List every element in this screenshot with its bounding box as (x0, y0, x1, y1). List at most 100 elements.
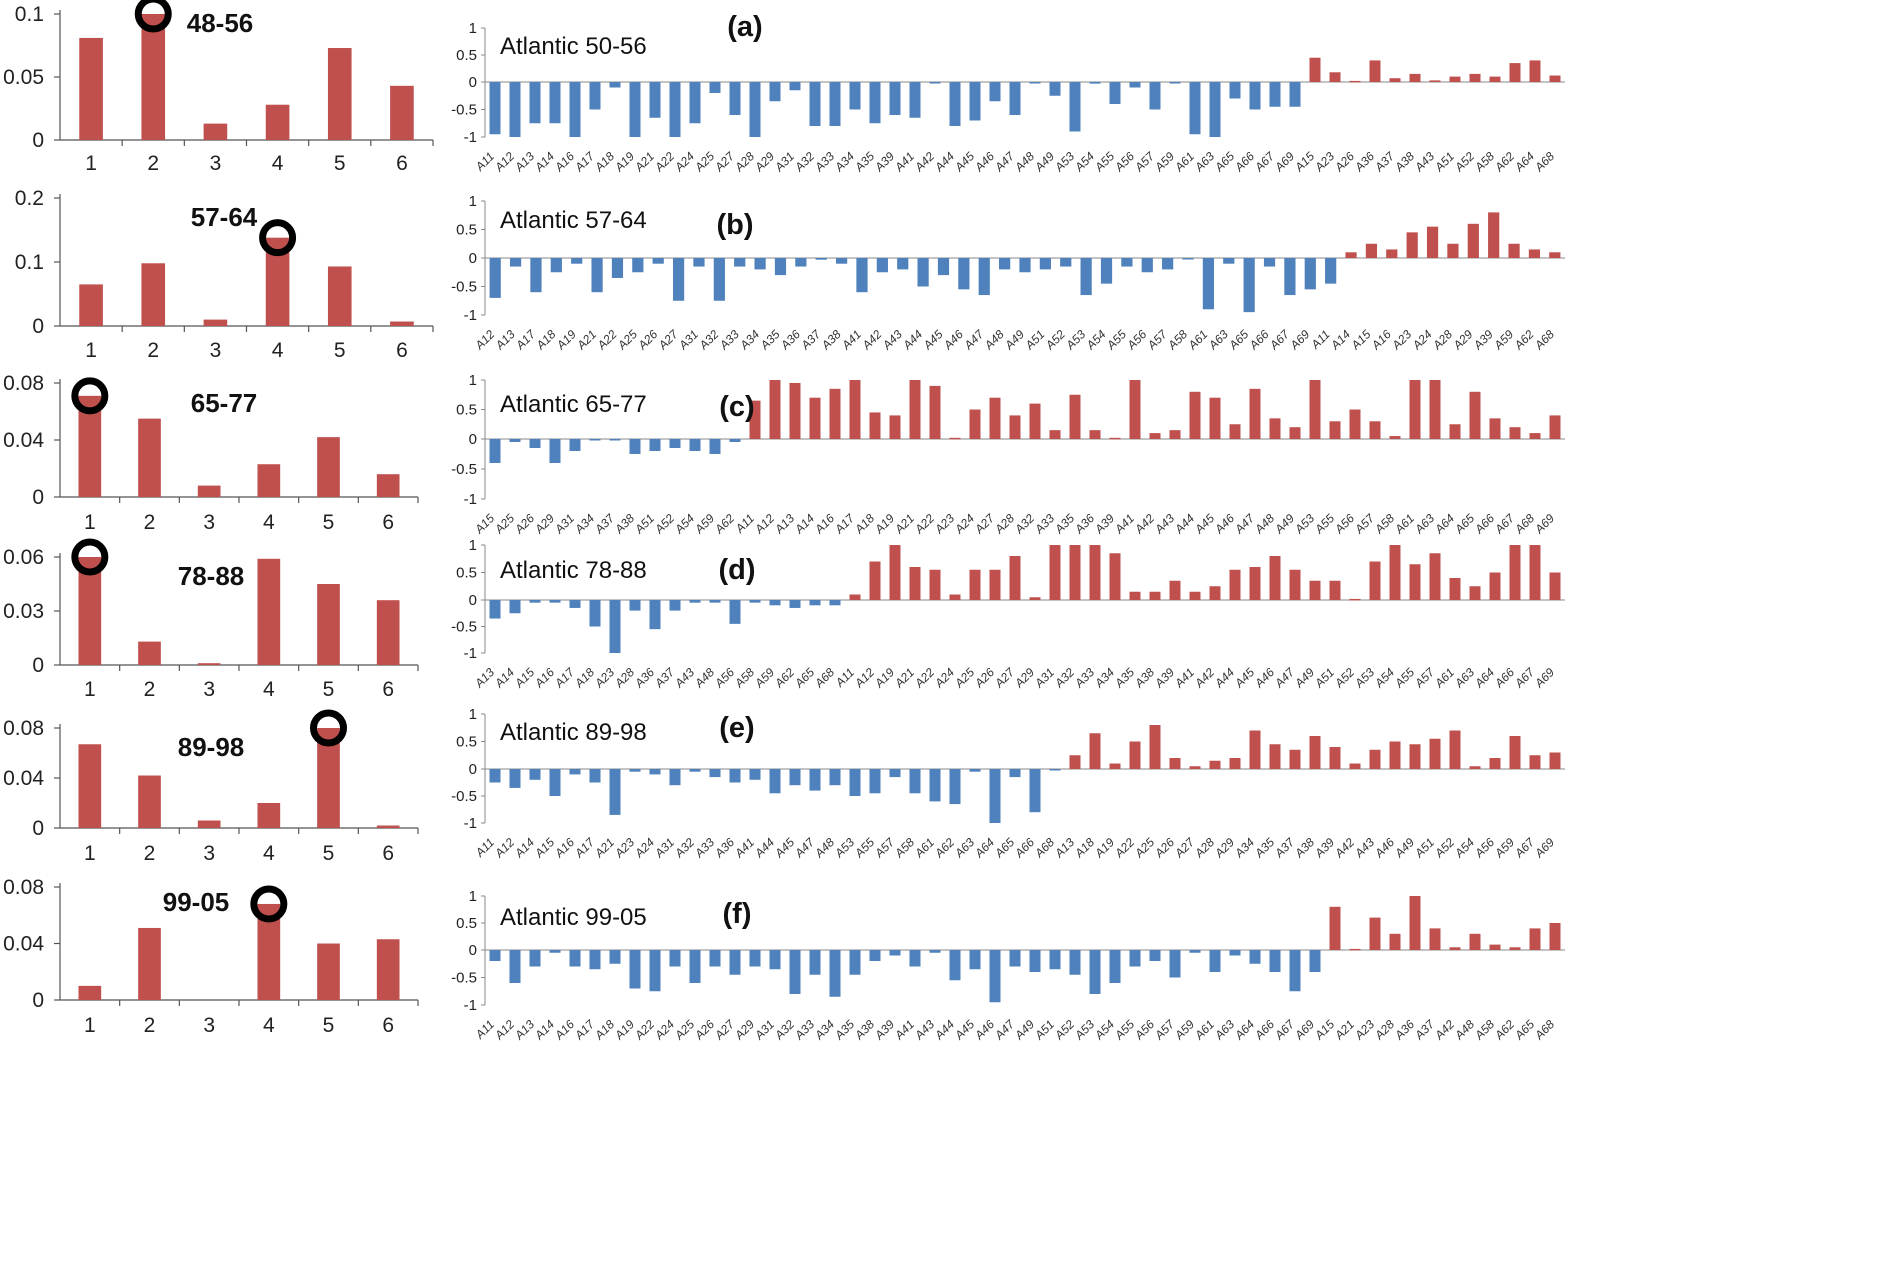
bar (789, 600, 801, 608)
bar (836, 258, 848, 264)
bar (1149, 591, 1161, 600)
chart-title: 99-05 (163, 887, 230, 917)
bar (1409, 896, 1421, 950)
x-tick-label: A11 (1308, 327, 1333, 352)
bar (1019, 258, 1031, 273)
bar (809, 600, 821, 606)
bar (1488, 212, 1500, 258)
bar (197, 485, 221, 497)
bar (529, 950, 541, 967)
x-tick-label: A23 (1389, 327, 1415, 353)
bar (1528, 249, 1541, 258)
bar (78, 985, 102, 1000)
x-tick-label: 5 (334, 152, 346, 175)
y-tick-label: 0 (32, 817, 44, 840)
bar (689, 600, 701, 603)
chart-title: Atlantic 50-56 (500, 33, 647, 60)
x-tick-label: 3 (203, 511, 215, 534)
x-tick-label: 2 (147, 339, 159, 362)
bar (589, 769, 601, 783)
bar (889, 545, 901, 600)
x-tick-label: 1 (85, 339, 97, 362)
bar (649, 600, 661, 630)
bar (734, 258, 746, 267)
bar (529, 769, 541, 780)
x-tick-label: 3 (210, 339, 222, 362)
bar (1169, 758, 1181, 769)
bar (689, 439, 701, 451)
x-tick-label: A26 (635, 327, 661, 353)
left-chart-4: 0 0.03 0.06 1 2 3 4 5 6 78-88 (3, 538, 419, 701)
bar (897, 258, 909, 270)
x-tick-label: A16 (1368, 327, 1394, 353)
bar (197, 820, 221, 828)
bar (529, 439, 541, 448)
bar (649, 950, 661, 992)
bar (609, 600, 621, 653)
y-tick-label: 1 (469, 372, 477, 389)
bar (1365, 243, 1378, 258)
y-tick-label: 0.08 (3, 717, 44, 740)
x-tick-label: 2 (144, 678, 156, 701)
y-tick-label: 0.04 (3, 429, 44, 452)
x-tick-label: A24 (1409, 327, 1435, 353)
bar (1089, 430, 1101, 439)
x-tick-label: 2 (144, 511, 156, 534)
bar (989, 769, 1001, 823)
bar (809, 769, 821, 791)
bar (856, 258, 868, 293)
bar (569, 950, 581, 967)
bar (327, 48, 352, 140)
bar (1129, 741, 1141, 769)
bar (1467, 223, 1479, 258)
x-tick-label: 6 (382, 842, 394, 865)
bar (999, 258, 1011, 270)
bar (589, 82, 601, 110)
bar (376, 600, 400, 665)
y-tick-label: 0.2 (15, 187, 44, 210)
bar (1229, 950, 1241, 956)
chart-title: 89-98 (178, 732, 245, 762)
bar (1304, 258, 1316, 290)
bar (689, 950, 701, 983)
y-tick-label: -0.5 (451, 788, 477, 805)
bar (1469, 73, 1481, 82)
bar (1329, 72, 1341, 82)
bar (1109, 82, 1121, 104)
bar (989, 82, 1001, 102)
x-tick-label: A43 (879, 327, 905, 353)
bar (257, 903, 281, 1000)
chart-title: Atlantic 99-05 (500, 904, 647, 931)
x-tick-label: A63 (1205, 327, 1231, 353)
bar (1329, 747, 1341, 769)
bar (549, 769, 561, 796)
bar (709, 769, 721, 778)
bar (1029, 403, 1041, 439)
bar (809, 950, 821, 975)
panel-label: (d) (718, 554, 755, 586)
bar (1509, 427, 1521, 439)
y-tick-label: -1 (464, 491, 477, 508)
bar (809, 397, 821, 439)
bar (869, 561, 881, 600)
bar (1509, 947, 1521, 950)
bar (795, 258, 807, 267)
bar (1369, 917, 1381, 950)
x-tick-label: 2 (147, 152, 159, 175)
bar (549, 439, 561, 463)
bar (1069, 394, 1081, 439)
x-tick-label: 5 (323, 678, 335, 701)
bar (809, 82, 821, 126)
bar (327, 266, 352, 326)
left-chart-6: 0 0.04 0.08 1 2 3 4 5 6 99-05 (3, 876, 419, 1037)
bar (889, 769, 901, 778)
bar (1325, 258, 1337, 284)
bar (869, 412, 881, 439)
x-tick-label: A52 (1042, 327, 1068, 353)
bar (829, 769, 841, 786)
bar (489, 258, 501, 298)
bar (889, 415, 901, 439)
y-tick-label: 1 (469, 706, 477, 723)
bar (649, 439, 661, 451)
y-tick-label: -1 (464, 815, 477, 832)
